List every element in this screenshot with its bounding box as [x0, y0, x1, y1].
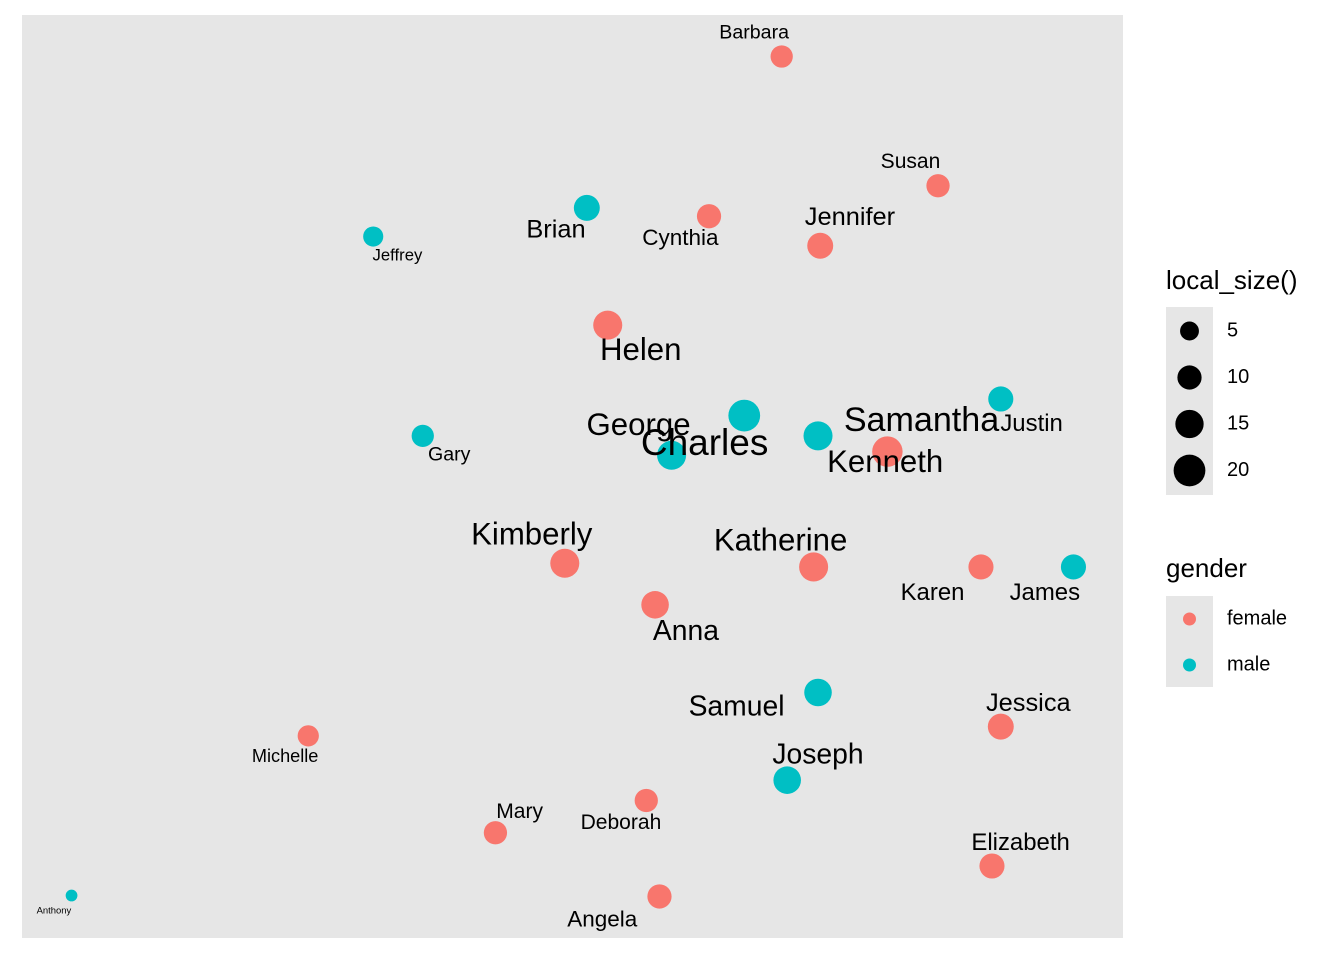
- point-samantha: [872, 436, 903, 467]
- color-legend-title: gender: [1166, 553, 1247, 583]
- point-kenneth: [803, 421, 833, 451]
- color-legend: gender female male: [1166, 553, 1287, 687]
- point-helen: [593, 310, 623, 340]
- point-george: [657, 440, 687, 470]
- point-samuel: [804, 678, 832, 707]
- label-brian: Brian: [526, 216, 585, 244]
- color-legend-key-background: [1166, 596, 1213, 687]
- point-elizabeth: [979, 853, 1005, 879]
- label-anna: Anna: [653, 614, 719, 646]
- size-legend-label-20: 20: [1227, 459, 1249, 481]
- point-charles: [728, 399, 761, 432]
- label-elizabeth: Elizabeth: [971, 829, 1069, 856]
- label-joseph: Joseph: [772, 738, 863, 770]
- color-legend-label-female: female: [1227, 607, 1287, 629]
- label-samantha: Samantha: [844, 401, 999, 439]
- label-charles: Charles: [641, 422, 769, 463]
- point-jessica: [987, 713, 1014, 740]
- size-legend-label-10: 10: [1227, 366, 1249, 388]
- label-jessica: Jessica: [986, 689, 1072, 717]
- size-legend-keys: 5 10 15 20: [1173, 319, 1249, 487]
- label-anthony: Anthony: [37, 906, 72, 917]
- label-george: George: [587, 407, 691, 442]
- point-kimberly: [550, 548, 580, 578]
- size-legend: local_size() 5 10 15 20: [1166, 265, 1298, 495]
- size-legend-title: local_size(): [1166, 265, 1298, 295]
- point-jennifer: [807, 232, 834, 259]
- point-michelle: [297, 725, 319, 747]
- point-katherine: [799, 552, 829, 582]
- size-legend-label-5: 5: [1227, 319, 1238, 341]
- color-legend-label-male: male: [1227, 653, 1270, 675]
- point-mary: [483, 821, 508, 845]
- point-angela: [647, 884, 672, 909]
- plot-panel-background: [22, 15, 1123, 938]
- label-susan: Susan: [881, 150, 941, 173]
- color-legend-key-female: [1183, 612, 1196, 626]
- label-michelle: Michelle: [252, 746, 319, 766]
- points-layer: [65, 45, 1087, 909]
- point-anna: [641, 591, 669, 619]
- label-deborah: Deborah: [581, 811, 662, 834]
- point-susan: [926, 174, 950, 198]
- label-james: James: [1010, 579, 1081, 606]
- label-gary: Gary: [428, 443, 471, 465]
- size-legend-label-15: 15: [1227, 412, 1249, 434]
- label-samuel: Samuel: [689, 690, 785, 722]
- color-legend-key-male: [1183, 658, 1196, 672]
- size-legend-key-15: [1175, 409, 1204, 439]
- label-barbara: Barbara: [719, 22, 789, 44]
- label-katherine: Katherine: [714, 522, 848, 557]
- point-deborah: [634, 788, 658, 813]
- label-kenneth: Kenneth: [827, 444, 943, 479]
- point-anthony: [65, 889, 78, 902]
- point-jeffrey: [363, 226, 384, 247]
- size-legend-key-10: [1177, 365, 1202, 390]
- size-legend-key-5: [1180, 321, 1199, 341]
- label-justin: Justin: [1000, 410, 1063, 437]
- labels-layer: Barbara Brian Cynthia Susan Jennifer Jeffrey H…: [37, 22, 1080, 932]
- point-brian: [573, 194, 600, 221]
- label-karen: Karen: [901, 579, 965, 606]
- color-legend-keys: female male: [1183, 607, 1287, 675]
- label-mary: Mary: [496, 800, 543, 823]
- point-cynthia: [696, 204, 722, 229]
- label-jeffrey: Jeffrey: [373, 245, 423, 264]
- label-jennifer: Jennifer: [805, 203, 896, 231]
- point-joseph: [773, 766, 801, 794]
- size-legend-key-20: [1173, 454, 1206, 487]
- point-gary: [411, 424, 434, 448]
- label-angela: Angela: [567, 906, 638, 931]
- point-justin: [988, 386, 1014, 412]
- label-helen: Helen: [600, 332, 682, 367]
- label-cynthia: Cynthia: [642, 225, 719, 250]
- point-barbara: [770, 45, 793, 68]
- label-kimberly: Kimberly: [471, 517, 593, 552]
- point-karen: [968, 554, 994, 580]
- point-james: [1060, 554, 1087, 580]
